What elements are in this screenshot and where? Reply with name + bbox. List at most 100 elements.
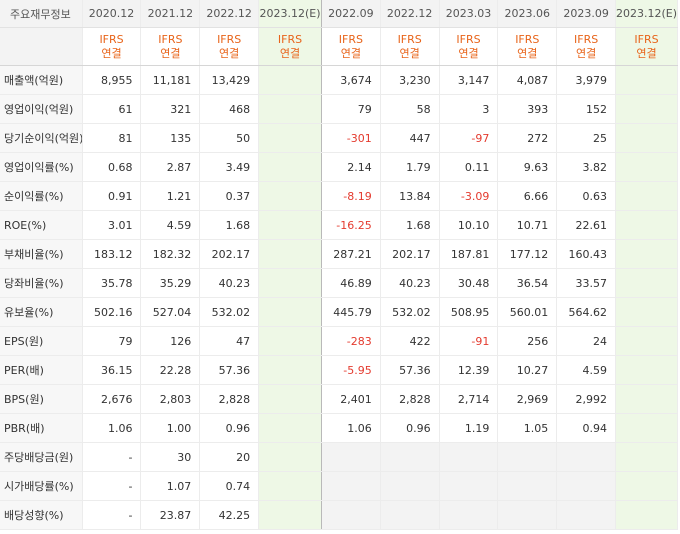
standard-bottom-label: 연결 [160,46,181,60]
cell-value: 24 [556,326,617,356]
cell-value [615,65,678,95]
standard-top-label: IFRS [574,32,599,46]
cell-value: 2,401 [321,384,381,414]
row-label: 배당성향(%) [0,500,83,530]
standard-bottom-label: 연결 [399,46,420,60]
accounting-standard: IFRS 연결 [258,27,322,66]
row-label: 유보율(%) [0,297,83,327]
cell-value: 0.94 [556,413,617,443]
cell-value: 152 [556,94,617,124]
accounting-standard: IFRS 연결 [82,27,142,66]
standard-top-label: IFRS [634,32,659,46]
standard-top-label: IFRS [99,32,124,46]
row-label: BPS(원) [0,384,83,414]
cell-value: 0.37 [199,181,260,211]
cell-value: 0.63 [556,181,617,211]
cell-value: -3.09 [439,181,499,211]
row-label: EPS(원) [0,326,83,356]
cell-value [258,65,322,95]
cell-value: 160.43 [556,239,617,269]
cell-value: 57.36 [199,355,260,385]
cell-value: 3,979 [556,65,617,95]
accounting-standard: IFRS 연결 [556,27,617,66]
cell-value: 4.59 [556,355,617,385]
cell-value: 6.66 [497,181,558,211]
cell-value [258,500,322,530]
cell-value [380,500,440,530]
cell-value [439,471,499,501]
row-label: 영업이익률(%) [0,152,83,182]
cell-value: 10.27 [497,355,558,385]
cell-value: 11,181 [140,65,201,95]
period-header: 2023.06 [497,0,558,28]
cell-value: 42.25 [199,500,260,530]
accounting-standard: IFRS 연결 [321,27,381,66]
cell-value: -5.95 [321,355,381,385]
cell-value [615,152,678,182]
table-row: 매출액(억원) 8,955 11,181 13,429 3,674 3,230 3,147 4… [0,65,678,95]
row-label: 당기순이익(억원) [0,123,83,153]
cell-value: 126 [140,326,201,356]
cell-value: 23.87 [140,500,201,530]
cell-value: -283 [321,326,381,356]
cell-value [615,442,678,472]
cell-value: 321 [140,94,201,124]
cell-value: 79 [321,94,381,124]
cell-value: 527.04 [140,297,201,327]
cell-value: 287.21 [321,239,381,269]
cell-value: 135 [140,123,201,153]
cell-value: 532.02 [199,297,260,327]
standard-bottom-label: 연결 [458,46,479,60]
cell-value: 58 [380,94,440,124]
cell-value: 35.29 [140,268,201,298]
cell-value: 0.91 [82,181,142,211]
standard-bottom-label: 연결 [517,46,538,60]
cell-value: 61 [82,94,142,124]
accounting-standard: IFRS 연결 [380,27,440,66]
cell-value: 0.68 [82,152,142,182]
cell-value: 4.59 [140,210,201,240]
cell-value: -16.25 [321,210,381,240]
cell-value [258,413,322,443]
period-header: 2020.12 [82,0,142,28]
cell-value: 1.68 [380,210,440,240]
cell-value [258,210,322,240]
cell-value [556,442,617,472]
cell-value: 422 [380,326,440,356]
cell-value [258,94,322,124]
cell-value [497,500,558,530]
period-header: 2022.12 [199,0,260,28]
cell-value: - [82,442,142,472]
cell-value: 12.39 [439,355,499,385]
cell-value: 3 [439,94,499,124]
cell-value: 47 [199,326,260,356]
standard-top-label: IFRS [456,32,481,46]
cell-value: 30 [140,442,201,472]
table-row: 당기순이익(억원) 81 135 50 -301 447 -97 272 25 [0,123,678,153]
table-row: 시가배당률(%) -1.07 0.74 [0,471,678,501]
cell-value: 1.05 [497,413,558,443]
cell-value [615,500,678,530]
cell-value: 1.79 [380,152,440,182]
cell-value: 445.79 [321,297,381,327]
accounting-standard: IFRS 연결 [615,27,678,66]
cell-value: 36.15 [82,355,142,385]
cell-value [615,326,678,356]
cell-value: 560.01 [497,297,558,327]
cell-value [615,355,678,385]
cell-value: 0.96 [199,413,260,443]
cell-value: 13,429 [199,65,260,95]
table-row: PER(배) 36.15 22.28 57.36 -5.95 57.36 12.39 10.2… [0,355,678,385]
cell-value: 502.16 [82,297,142,327]
cell-value [497,471,558,501]
cell-value: 81 [82,123,142,153]
standard-top-label: IFRS [217,32,242,46]
cell-value: 508.95 [439,297,499,327]
accounting-standard: IFRS 연결 [497,27,558,66]
table-row: 배당성향(%) -23.87 42.25 [0,500,678,530]
period-header: 2023.03 [439,0,499,28]
period-header: 2021.12 [140,0,201,28]
table-row: 영업이익(억원) 61 321 468 79 58 3 393 152 [0,94,678,124]
cell-value: -8.19 [321,181,381,211]
